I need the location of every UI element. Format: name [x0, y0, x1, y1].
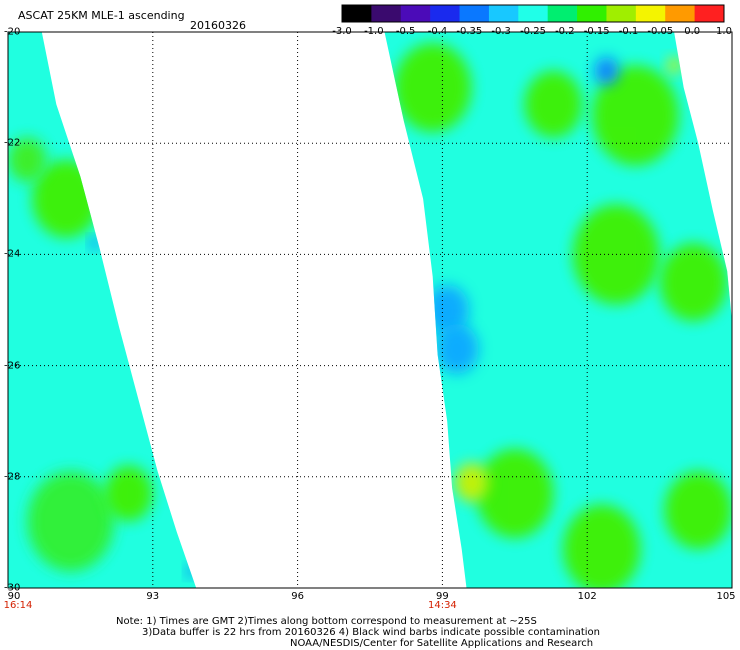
colorbar-frame	[341, 4, 725, 23]
colorbar-segment	[459, 5, 490, 22]
value-patch	[454, 462, 489, 502]
product-title: ASCAT 25KM MLE-1 ascending	[18, 9, 185, 22]
value-patch	[524, 70, 583, 138]
pass-time-label: 14:34	[427, 600, 457, 611]
value-patch	[90, 237, 100, 249]
value-patch	[664, 471, 732, 550]
colorbar-label: -3.0	[332, 26, 352, 37]
product-date: 20160326	[190, 19, 246, 32]
note-line-2: 3)Data buffer is 22 hrs from 20160326 4)…	[142, 627, 600, 638]
graticule	[8, 32, 732, 588]
colorbar-segment	[635, 5, 666, 22]
value-patch	[104, 465, 153, 522]
value-patch	[594, 57, 619, 85]
latitude-label: -28	[4, 471, 21, 483]
latitude-label: -30	[4, 582, 21, 594]
longitude-label: 93	[146, 591, 160, 602]
value-patch	[659, 243, 728, 322]
colorbar-label: 1.0	[716, 26, 732, 37]
value-patch	[394, 43, 472, 133]
colorbar-segment	[371, 5, 402, 22]
colorbar	[341, 4, 725, 23]
colorbar-label: -0.15	[583, 26, 610, 37]
latitude-label: -26	[4, 360, 21, 372]
colorbar-label: 0.0	[684, 26, 701, 37]
colorbar-label: -0.1	[618, 26, 639, 37]
colorbar-label: -0.3	[491, 26, 511, 37]
value-patch	[186, 565, 197, 577]
longitude-label: 99	[436, 591, 449, 602]
colorbar-label: -1.0	[364, 26, 384, 37]
value-patch	[8, 137, 47, 183]
value-patch	[666, 57, 682, 74]
latitude-label: -22	[4, 137, 21, 149]
colorbar-segment	[430, 5, 461, 22]
colorbar-label: -0.35	[456, 26, 483, 37]
value-patch	[425, 284, 469, 336]
colorbar-segment	[606, 5, 637, 22]
longitude-label: 102	[577, 591, 597, 602]
colorbar-segment	[665, 5, 696, 22]
value-patch	[476, 449, 554, 538]
colorbar-label: -0.05	[647, 26, 674, 37]
longitude-label: 96	[291, 591, 304, 602]
colorbar-label: -0.2	[555, 26, 575, 37]
swath-layer	[8, 32, 732, 588]
colorbar-segment	[518, 5, 549, 22]
value-patch	[592, 65, 679, 166]
colorbar-label: -0.4	[427, 26, 448, 37]
value-patch	[435, 323, 479, 374]
value-patch	[563, 504, 641, 588]
longitude-label: 90	[7, 591, 21, 602]
value-patch	[27, 471, 115, 572]
colorbar-segment	[547, 5, 578, 22]
latitude-label: -24	[4, 248, 21, 260]
colorbar-segment	[488, 5, 519, 22]
credit-line: NOAA/NESDIS/Center for Satellite Applica…	[290, 638, 594, 649]
colorbar-segment	[342, 5, 372, 22]
colorbar-segment	[400, 5, 431, 22]
colorbar-label: -0.5	[395, 26, 416, 37]
pass-time-label: 16:14	[3, 600, 33, 611]
colorbar-segment	[577, 5, 607, 22]
colorbar-label: -0.25	[520, 26, 546, 37]
east-swath	[384, 32, 732, 588]
note-line-1: Note: 1) Times are GMT 2)Times along bot…	[116, 616, 537, 627]
colorbar-segment	[694, 5, 725, 22]
longitude-label: 105	[716, 591, 736, 602]
map-frame	[7, 31, 733, 589]
latitude-label: -20	[4, 26, 21, 38]
